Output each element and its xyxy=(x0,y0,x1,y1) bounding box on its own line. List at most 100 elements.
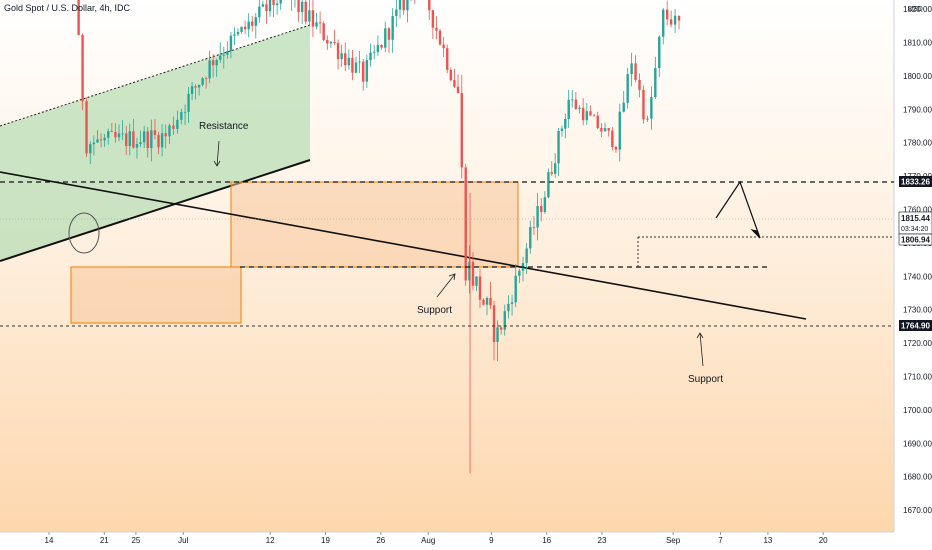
candle-body xyxy=(514,275,517,303)
candle-body xyxy=(492,305,496,342)
y-tick-label: 1730.00 xyxy=(903,306,932,315)
resistance-label: Resistance xyxy=(199,121,249,132)
candle-body xyxy=(308,10,311,22)
candle-body xyxy=(208,60,211,79)
y-tick-label: 1740.00 xyxy=(903,272,932,281)
candle-body xyxy=(387,28,391,40)
candle-body xyxy=(268,0,272,12)
candle-body xyxy=(489,298,492,306)
x-tick-label: 7 xyxy=(718,536,723,545)
candle-body xyxy=(485,298,489,305)
candle-body xyxy=(585,111,589,121)
x-tick-label: 21 xyxy=(100,536,109,545)
candle-body xyxy=(229,35,233,52)
candle-body xyxy=(574,99,578,109)
candle-body xyxy=(197,84,201,88)
candle-body xyxy=(297,0,300,13)
breakdown-marker-circle xyxy=(68,212,100,254)
candle-body xyxy=(265,4,268,12)
candle-body xyxy=(658,36,661,69)
candle-body xyxy=(496,327,499,342)
candle-body xyxy=(464,167,467,281)
channel-lower-line xyxy=(0,159,311,262)
candle-body xyxy=(304,1,307,22)
candle-body xyxy=(351,57,354,73)
candle-body xyxy=(482,299,485,305)
candle-body xyxy=(172,125,175,129)
candle-body xyxy=(336,42,340,60)
candle-body xyxy=(340,53,343,60)
tag-1833: 1833.26 xyxy=(901,178,930,187)
candle-body xyxy=(251,21,254,26)
candle-body xyxy=(142,131,146,143)
candle-body xyxy=(618,111,621,150)
candle-body xyxy=(261,4,265,7)
candle-body xyxy=(547,172,550,198)
support-arrow-2 xyxy=(699,332,704,367)
candle-body xyxy=(211,60,215,66)
x-tick-label: 13 xyxy=(763,536,772,545)
candle-body xyxy=(611,130,614,148)
y-tick-label: 1710.00 xyxy=(903,373,932,382)
range-zone-june xyxy=(70,266,242,324)
candle-body xyxy=(453,80,456,87)
candle-body xyxy=(376,44,380,52)
candle-body xyxy=(560,128,564,131)
candle-body xyxy=(428,0,431,11)
candle-body xyxy=(96,139,99,143)
candle-body xyxy=(571,99,574,101)
projection-path xyxy=(715,180,761,239)
candle-body xyxy=(603,128,607,132)
candle-body xyxy=(157,135,160,148)
candle-body xyxy=(135,143,139,148)
candle-body xyxy=(300,1,304,13)
x-tick-label: 19 xyxy=(321,536,330,545)
candle-body xyxy=(435,27,438,31)
candle-body xyxy=(333,41,336,43)
support-label-2: Support xyxy=(688,374,723,385)
candle-body xyxy=(128,131,131,147)
candle-body xyxy=(99,139,103,141)
candle-body xyxy=(532,227,536,228)
candle-body xyxy=(553,163,557,174)
x-tick-label: 26 xyxy=(376,536,385,545)
candle-body xyxy=(669,19,673,25)
candle-body xyxy=(326,40,329,44)
candle-body xyxy=(240,26,243,32)
candle-body xyxy=(344,53,347,66)
candle-body xyxy=(243,26,247,30)
candle-body xyxy=(536,206,539,228)
candle-body xyxy=(391,16,394,40)
candle-body xyxy=(258,6,261,18)
candle-body xyxy=(150,130,153,149)
candle-body xyxy=(85,101,88,154)
candle-body xyxy=(642,89,645,120)
candle-body xyxy=(578,107,581,109)
candle-body xyxy=(236,31,240,35)
candle-body xyxy=(114,131,117,138)
candle-body xyxy=(529,227,532,249)
candle-body xyxy=(510,302,514,304)
candle-body xyxy=(550,172,553,174)
y-tick-label: 1670.00 xyxy=(903,506,932,515)
candle-body xyxy=(596,115,599,129)
support-arrowhead-2 xyxy=(696,332,704,339)
candle-body xyxy=(581,107,585,121)
candle-body xyxy=(139,142,142,144)
candle-body xyxy=(369,52,372,61)
support-arrowhead-1 xyxy=(448,273,456,281)
candle-body xyxy=(146,131,149,149)
x-tick-label: Sep xyxy=(666,536,681,545)
candle-body xyxy=(272,0,275,6)
candle-body xyxy=(518,270,521,276)
candle-body xyxy=(180,111,183,120)
candle-body xyxy=(540,206,543,212)
x-tick-label: Jul xyxy=(178,536,188,545)
candle-body xyxy=(362,61,365,82)
candle-body xyxy=(329,41,333,44)
support-label-1: Support xyxy=(417,305,452,316)
candles-group xyxy=(77,0,681,474)
y-tick-label: 1690.00 xyxy=(903,439,932,448)
